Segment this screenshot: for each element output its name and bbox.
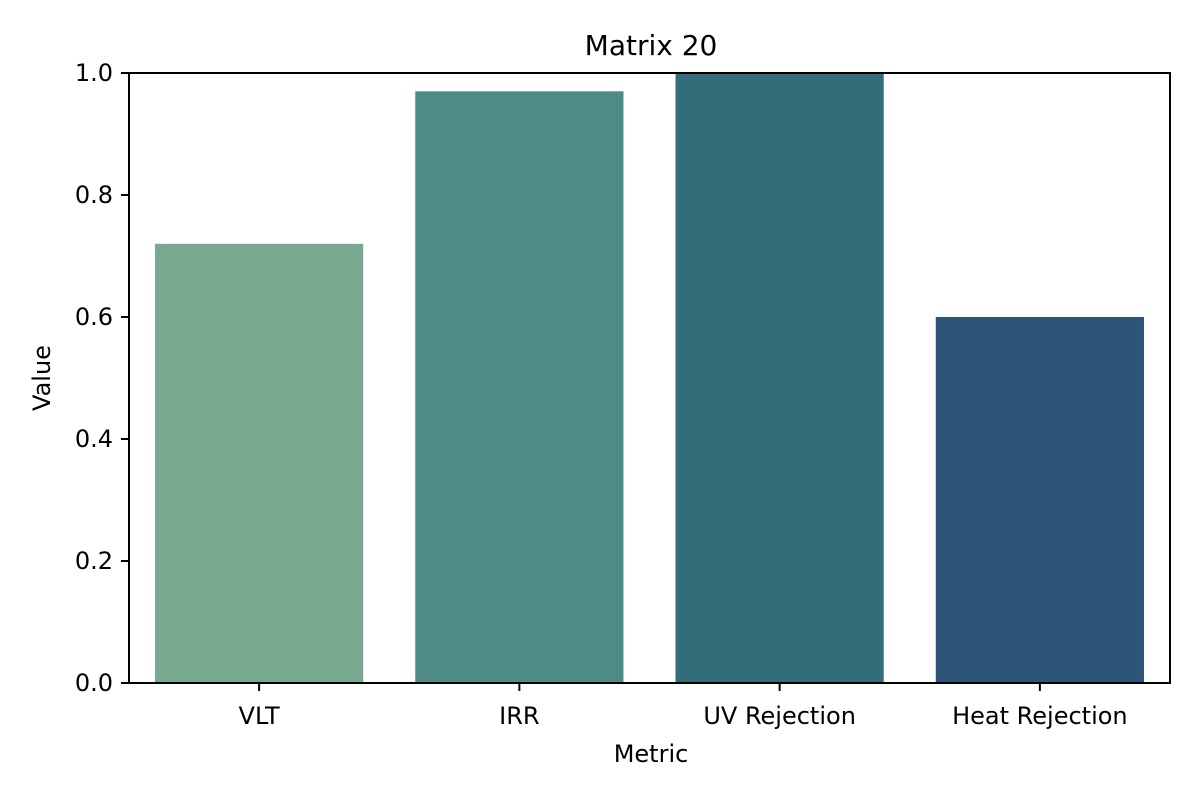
- y-tick-label: 0.4: [75, 425, 113, 453]
- bars-layer: [155, 73, 1144, 684]
- x-tick-label: Heat Rejection: [952, 702, 1128, 730]
- x-axis: VLT IRR UV Rejection Heat Rejection: [239, 683, 1128, 730]
- chart-title: Matrix 20: [585, 29, 718, 62]
- bar-vlt: [155, 243, 364, 684]
- bar-uv-rejection: [675, 73, 884, 683]
- bar-heat-rejection: [935, 317, 1144, 683]
- x-tick-label: IRR: [499, 702, 539, 730]
- y-tick-label: 0.0: [75, 669, 113, 697]
- y-tick-label: 0.2: [75, 547, 113, 575]
- y-axis: 0.0 0.2 0.4 0.6 0.8 1.0: [75, 59, 129, 697]
- bar-irr: [415, 91, 624, 684]
- y-tick-label: 0.6: [75, 303, 113, 331]
- y-tick-label: 0.8: [75, 181, 113, 209]
- x-tick-label: VLT: [239, 702, 280, 730]
- y-tick-label: 1.0: [75, 59, 113, 87]
- x-tick-label: UV Rejection: [703, 702, 856, 730]
- plot-frame: [128, 72, 1171, 684]
- y-axis-label: Value: [28, 345, 56, 411]
- x-axis-label: Metric: [614, 740, 689, 768]
